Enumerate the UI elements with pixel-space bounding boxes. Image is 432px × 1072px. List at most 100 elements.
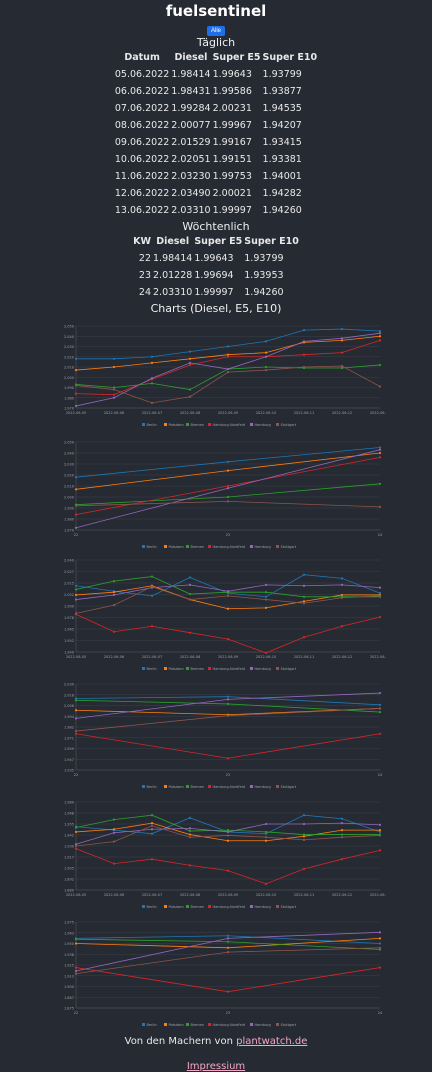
legend-label[interactable]: Hamburg-Nordfeld [213,423,245,427]
data-point[interactable] [302,584,306,587]
data-point[interactable] [226,487,230,490]
data-point[interactable] [188,357,192,360]
data-point[interactable] [378,456,382,459]
data-point[interactable] [302,835,306,838]
data-point[interactable] [302,838,306,841]
data-point[interactable] [378,691,382,695]
data-point[interactable] [340,596,344,599]
legend-swatch[interactable] [186,423,189,426]
data-point[interactable] [302,822,306,826]
data-point[interactable] [74,826,78,829]
data-point[interactable] [188,631,192,634]
data-point[interactable] [340,577,344,580]
data-point[interactable] [74,844,78,848]
data-point[interactable] [226,495,230,499]
data-point[interactable] [378,732,382,735]
data-point[interactable] [74,938,78,941]
legend-label[interactable]: Berlin [147,423,157,427]
legend-label[interactable]: Bremen [191,785,205,789]
legend-swatch[interactable] [186,785,189,788]
impressum-link[interactable]: Impressium [186,1061,246,1072]
data-point[interactable] [302,867,306,870]
data-point[interactable] [74,729,78,733]
data-point[interactable] [264,355,268,358]
data-point[interactable] [188,361,192,364]
data-point[interactable] [150,401,154,404]
data-point[interactable] [74,942,78,945]
data-point[interactable] [340,858,344,861]
legend-label[interactable]: Bremen [191,423,205,427]
legend-label[interactable]: Potsdam [169,423,185,427]
data-point[interactable] [226,695,230,698]
legend-swatch[interactable] [250,785,253,788]
data-point[interactable] [74,732,78,735]
data-point[interactable] [188,598,192,601]
legend-swatch[interactable] [250,905,253,908]
data-point[interactable] [112,591,116,594]
data-point[interactable] [340,366,344,370]
data-point[interactable] [150,585,154,588]
data-point[interactable] [264,365,268,369]
data-point[interactable] [150,575,154,578]
data-point[interactable] [150,625,154,628]
legend-swatch[interactable] [142,785,145,788]
legend-swatch[interactable] [142,1023,145,1026]
legend-swatch[interactable] [164,785,167,788]
data-point[interactable] [264,606,268,609]
data-point[interactable] [112,580,116,583]
data-point[interactable] [226,500,230,503]
legend-swatch[interactable] [276,545,279,548]
data-point[interactable] [378,594,382,597]
data-point[interactable] [264,583,268,586]
data-point[interactable] [226,839,230,842]
legend-label[interactable]: Bremen [191,905,205,909]
data-point[interactable] [378,849,382,852]
data-point[interactable] [74,969,78,973]
data-point[interactable] [74,404,78,408]
legend-label[interactable]: Potsdam [169,785,185,789]
data-point[interactable] [340,829,344,832]
data-point[interactable] [188,350,192,353]
legend-swatch[interactable] [276,423,279,426]
data-point[interactable] [302,636,306,639]
data-point[interactable] [188,395,192,398]
data-point[interactable] [226,469,230,472]
legend-swatch[interactable] [164,1023,167,1026]
data-point[interactable] [378,586,382,589]
data-point[interactable] [226,714,230,717]
data-point[interactable] [112,396,116,399]
legend-swatch[interactable] [186,545,189,548]
data-point[interactable] [74,584,78,587]
legend-label[interactable]: Potsdam [169,545,185,549]
data-point[interactable] [188,864,192,867]
data-point[interactable] [74,488,78,491]
data-point[interactable] [74,612,78,615]
legend-swatch[interactable] [250,545,253,548]
data-point[interactable] [378,834,382,837]
data-point[interactable] [226,371,230,374]
legend-swatch[interactable] [208,667,211,670]
legend-label[interactable]: Hamburg [255,905,271,909]
data-point[interactable] [226,484,230,488]
data-point[interactable] [264,651,268,655]
legend-label[interactable]: Hamburg-Nordfeld [213,545,245,549]
data-point[interactable] [302,353,306,356]
data-point[interactable] [378,931,382,934]
legend-label[interactable]: Hamburg-Nordfeld [213,785,245,789]
legend-swatch[interactable] [186,1023,189,1026]
data-point[interactable] [74,697,78,700]
data-point[interactable] [378,448,382,451]
data-point[interactable] [264,839,268,842]
data-point[interactable] [264,882,268,885]
data-point[interactable] [226,934,230,937]
data-point[interactable] [188,833,192,836]
data-point[interactable] [378,829,382,832]
legend-swatch[interactable] [142,667,145,670]
legend-swatch[interactable] [186,905,189,908]
legend-swatch[interactable] [208,785,211,788]
data-point[interactable] [226,869,230,872]
data-point[interactable] [188,583,192,586]
data-point[interactable] [340,339,344,342]
data-point[interactable] [74,717,78,720]
data-point[interactable] [150,361,154,364]
